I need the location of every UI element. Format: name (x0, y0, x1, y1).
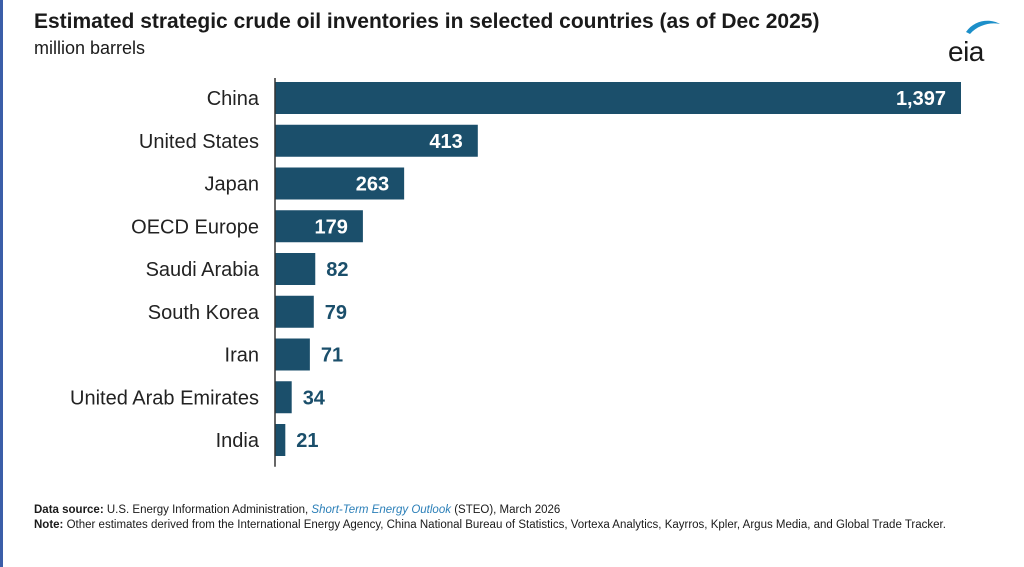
bar (275, 295, 314, 328)
eia-logo: eia (944, 16, 1002, 67)
category-label: Iran (225, 345, 259, 367)
value-label: 263 (356, 174, 389, 196)
steo-link[interactable]: Short-Term Energy Outlook (311, 504, 451, 516)
bar-chart: China 1,397 United States 413 Japan 263 OECD E… (70, 78, 961, 467)
source-label: Data source: (34, 504, 104, 516)
value-label: 82 (326, 259, 348, 281)
note-label: Note: (34, 519, 64, 531)
value-label: 71 (321, 345, 343, 367)
bar (275, 167, 405, 200)
left-edge-bar (0, 0, 3, 567)
category-label: Saudi Arabia (146, 259, 260, 281)
logo-text: eia (948, 36, 984, 67)
note-text: Other estimates derived from the Interna… (66, 519, 946, 531)
category-label: India (216, 430, 260, 452)
category-label: Japan (205, 174, 260, 196)
bar (275, 253, 316, 285)
value-label: 413 (429, 131, 462, 153)
value-label: 1,397 (896, 88, 946, 110)
category-label: South Korea (148, 302, 260, 324)
value-label: 34 (303, 387, 326, 409)
category-label: China (207, 88, 260, 110)
data-source-line: Data source: U.S. Energy Information Adm… (34, 503, 1009, 518)
value-label: 21 (296, 430, 318, 452)
source-text-pre: U.S. Energy Information Administration, (106, 504, 309, 516)
category-label: OECD Europe (131, 216, 259, 238)
bar (275, 124, 478, 157)
bar (275, 338, 310, 371)
category-label: United Arab Emirates (70, 387, 259, 409)
category-label: United States (139, 131, 259, 153)
bar (275, 424, 286, 456)
bar (275, 381, 292, 414)
source-text-post: (STEO), March 2026 (454, 504, 561, 516)
value-label: 79 (325, 302, 347, 324)
note-line: Note: Other estimates derived from the I… (34, 518, 1009, 533)
value-label: 179 (315, 216, 348, 238)
chart-subtitle: million barrels (34, 38, 146, 58)
bar (275, 82, 961, 114)
chart-title: Estimated strategic crude oil inventorie… (34, 10, 820, 33)
eia-leaf-icon (966, 20, 1000, 34)
chart-footer: Data source: U.S. Energy Information Adm… (34, 503, 1009, 533)
bar (275, 210, 363, 243)
